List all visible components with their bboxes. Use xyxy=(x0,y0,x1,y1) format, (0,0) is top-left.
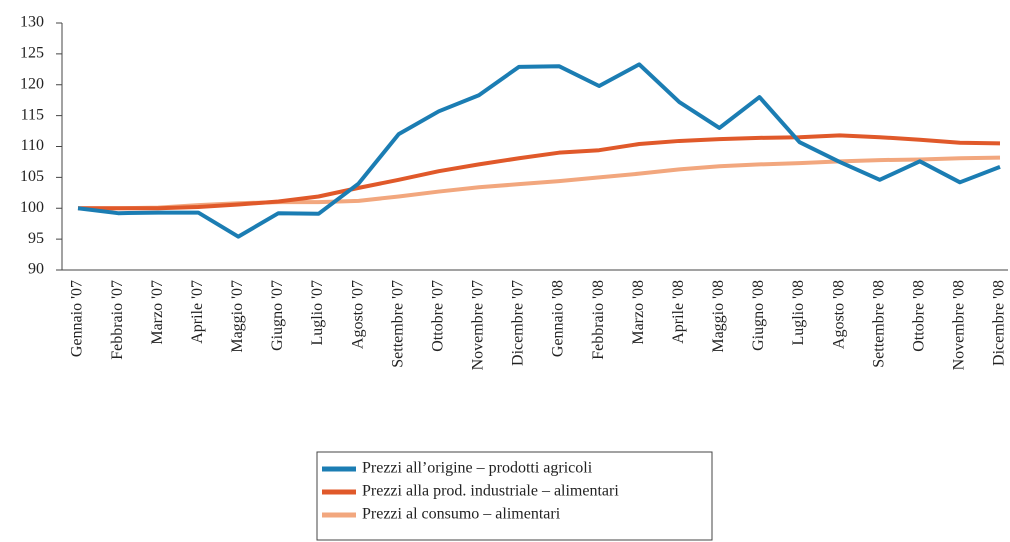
y-tick-label: 125 xyxy=(20,45,44,62)
x-tick-label: Aprile '07 xyxy=(189,280,206,344)
x-tick-label: Ottobre '08 xyxy=(910,280,927,352)
y-tick-label: 105 xyxy=(20,168,44,185)
x-tick-label: Settembre '07 xyxy=(389,280,406,368)
x-tick-label: Novembre '08 xyxy=(951,280,968,370)
x-tick-label: Agosto '07 xyxy=(349,280,366,349)
x-tick-label: Marzo '07 xyxy=(149,280,166,345)
x-tick-label: Settembre '08 xyxy=(870,280,887,368)
legend-label: Prezzi al consumo – alimentari xyxy=(362,506,561,523)
x-tick-label: Dicembre '08 xyxy=(991,280,1008,366)
y-tick-label: 100 xyxy=(20,199,44,216)
series-line xyxy=(77,62,1001,239)
x-tick-label: Gennaio '08 xyxy=(550,280,567,357)
x-tick-label: Dicembre '07 xyxy=(510,280,527,366)
x-tick-label: Novembre '07 xyxy=(470,280,487,370)
y-tick-label: 120 xyxy=(20,75,44,92)
x-tick-label: Febbraio '08 xyxy=(590,280,607,360)
x-tick-label: Febbraio '07 xyxy=(109,280,126,360)
y-tick-label: 110 xyxy=(21,137,44,154)
y-tick-label: 115 xyxy=(21,106,44,123)
legend-label: Prezzi all’origine – prodotti agricoli xyxy=(362,460,593,477)
series-line xyxy=(78,133,1001,211)
x-tick-label: Gennaio '07 xyxy=(69,280,86,357)
x-tick-label: Aprile '08 xyxy=(670,280,687,344)
legend-box xyxy=(316,451,713,541)
x-tick-label: Luglio '07 xyxy=(309,280,326,346)
x-tick-label: Marzo '08 xyxy=(630,280,647,345)
x-tick-label: Maggio '08 xyxy=(710,280,727,353)
legend-label: Prezzi alla prod. industriale – alimenta… xyxy=(362,483,619,500)
x-tick-label: Agosto '08 xyxy=(830,280,847,349)
y-tick-label: 90 xyxy=(28,261,44,278)
y-tick-label: 130 xyxy=(20,14,44,31)
x-tick-label: Giugno '07 xyxy=(269,280,286,351)
x-tick-label: Ottobre '07 xyxy=(429,280,446,352)
x-tick-label: Maggio '07 xyxy=(229,280,246,353)
y-tick-label: 95 xyxy=(28,230,44,247)
series-line xyxy=(78,155,1001,211)
x-tick-label: Luglio '08 xyxy=(790,280,807,346)
x-tick-label: Giugno '08 xyxy=(750,280,767,351)
